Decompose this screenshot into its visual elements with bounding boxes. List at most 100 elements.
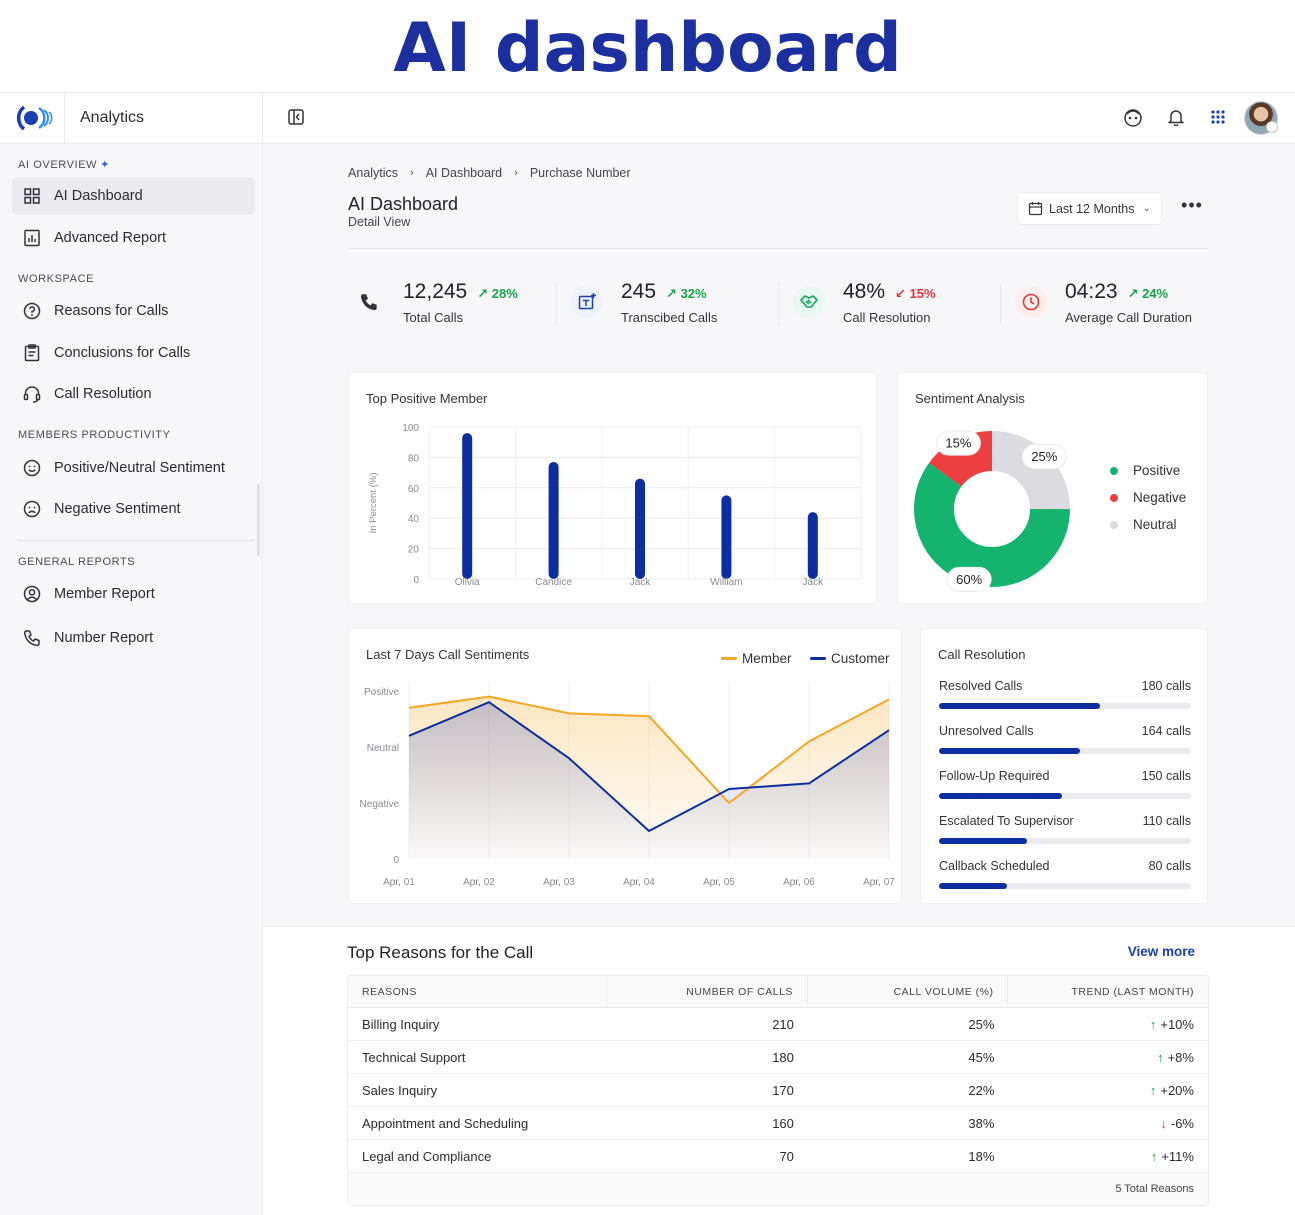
resolution-value: 164 calls (1141, 724, 1191, 738)
y-tick-label: 0 (393, 855, 399, 866)
cell-calls: 180 (772, 1050, 794, 1065)
cell-calls: 160 (772, 1116, 794, 1131)
x-tick-label: Jack (803, 577, 825, 588)
calendar-icon (1028, 202, 1043, 216)
resolution-label: Callback Scheduled (939, 859, 1050, 873)
table-row[interactable]: Sales Inquiry 170 22% ↑ +20% (348, 1074, 1208, 1107)
breadcrumb-item[interactable]: Analytics (348, 166, 399, 180)
sidebar-item-member-report[interactable]: Member Report (12, 575, 255, 613)
column-header[interactable]: NUMBER OF CALLS (607, 976, 808, 1007)
view-more-link[interactable]: View more (1127, 944, 1195, 959)
legend-dot (1110, 466, 1118, 475)
cell-reason: Technical Support (362, 1050, 466, 1065)
kpi-change: ↗ 32% (666, 286, 707, 301)
chevron-right-icon: › (514, 167, 518, 179)
sidebar-item-ai-dashboard[interactable]: AI Dashboard (12, 177, 255, 215)
card-title: Sentiment Analysis (915, 391, 1025, 406)
arrow-up-icon: ↑ (1157, 1050, 1164, 1065)
question-circle-icon (23, 302, 41, 320)
bar[interactable] (807, 512, 818, 579)
bar[interactable] (462, 433, 473, 579)
breadcrumb-item[interactable]: Purchase Number (529, 166, 631, 180)
y-tick-label: 80 (408, 453, 420, 464)
resolution-value: 150 calls (1141, 769, 1191, 783)
cell-trend: ↑ +10% (1008, 1008, 1208, 1040)
reasons-table: REASONS NUMBER OF CALLS CALL VOLUME (%) … (347, 975, 1209, 1206)
transcribe-icon (571, 286, 603, 318)
legend-customer: Customer (810, 651, 890, 666)
trend-value: +8% (1167, 1050, 1194, 1065)
cell-volume: 22% (968, 1083, 995, 1098)
breadcrumb-item[interactable]: AI Dashboard (425, 166, 503, 180)
table-row[interactable]: Billing Inquiry 210 25% ↑ +10% (348, 1008, 1208, 1041)
cell-reason: Billing Inquiry (362, 1017, 440, 1032)
sidebar-item-positive-neutral-sentiment[interactable]: Positive/Neutral Sentiment (12, 449, 255, 487)
sidebar-collapse-icon[interactable] (286, 107, 306, 127)
kpi-value-wrap: 04:23 ↗ 24% (1065, 280, 1168, 304)
x-tick-label: Apr, 07 (863, 877, 895, 888)
sidebar-item-label: Member Report (54, 586, 155, 602)
area-customer (409, 702, 889, 859)
trend-value: +20% (1160, 1083, 1194, 1098)
cell-trend: ↑ +11% (1008, 1140, 1208, 1172)
bar[interactable] (635, 478, 645, 579)
cell-trend: ↓ -6% (1008, 1107, 1208, 1139)
progress-fill (939, 838, 1028, 844)
sentiment-analysis-card: Sentiment Analysis 25% 60% 15% Positive Ne… (897, 372, 1208, 604)
sidebar-item-negative-sentiment[interactable]: Negative Sentiment (12, 490, 255, 528)
more-options-icon[interactable]: ••• (1181, 195, 1203, 215)
avatar-menu-badge[interactable] (1266, 121, 1278, 133)
slice-label: 15% (945, 436, 971, 451)
bell-icon[interactable] (1165, 106, 1187, 128)
slice-label-pill (946, 566, 992, 592)
slice-label-pill (935, 430, 981, 456)
progress-fill (939, 883, 1008, 889)
sidebar-item-number-report[interactable]: Number Report (12, 619, 255, 657)
date-range-dropdown[interactable]: Last 12 Months ⌄ (1017, 192, 1162, 225)
frown-icon (23, 500, 41, 518)
sidebar-item-advanced-report[interactable]: Advanced Report (12, 219, 255, 257)
report-chart-icon (24, 229, 40, 247)
section-title-general-reports: GENERAL REPORTS (18, 556, 136, 568)
section-title: Top Reasons for the Call (347, 943, 534, 962)
legend-line (721, 657, 737, 660)
kpi-label: Transcibed Calls (621, 310, 718, 325)
table-row[interactable]: Legal and Compliance 70 18% ↑ +11% (348, 1140, 1208, 1173)
sidebar-item-reasons-for-calls[interactable]: Reasons for Calls (12, 292, 255, 330)
sidebar-item-conclusions-for-calls[interactable]: Conclusions for Calls (12, 334, 255, 372)
cell-reason: Sales Inquiry (362, 1083, 438, 1098)
donut-slice-positive[interactable] (914, 431, 1070, 587)
kpi-value: 245 (621, 280, 657, 303)
apps-grid-icon[interactable] (1207, 106, 1229, 128)
user-circle-icon (23, 585, 41, 603)
table-row[interactable]: Appointment and Scheduling 160 38% ↓ -6% (348, 1107, 1208, 1140)
kpi-value: 48% (843, 280, 886, 303)
donut-slice-negative[interactable] (914, 431, 1070, 587)
bar[interactable] (721, 495, 732, 579)
y-tick-label: Neutral (367, 743, 399, 754)
kpi-label: Total Calls (403, 310, 463, 325)
progress-fill (939, 748, 1081, 754)
chatbot-icon[interactable] (1122, 106, 1144, 128)
kpi-value-wrap: 48% ↙ 15% (843, 280, 936, 304)
column-header[interactable]: REASONS (348, 976, 608, 1007)
series-line-member[interactable] (408, 695, 890, 804)
sidebar-item-label: Conclusions for Calls (54, 345, 191, 361)
legend-label: Negative (1133, 490, 1187, 505)
sidebar-scrollbar[interactable] (257, 484, 260, 556)
bar-chart: 0 20 40 60 80 100 In Percent (%) Olivia Candice J… (368, 423, 862, 588)
y-axis-label: In Percent (%) (368, 473, 379, 534)
phone-icon (23, 630, 40, 647)
series-line-customer[interactable] (408, 701, 890, 832)
x-tick-label: Candice (535, 577, 572, 588)
sidebar-item-label: Call Resolution (54, 386, 152, 402)
top-positive-member-card: Top Positive Member 0 20 40 60 80 100 In Perce… (348, 372, 877, 604)
y-tick-label: Positive (364, 687, 399, 698)
sidebar-item-call-resolution[interactable]: Call Resolution (12, 375, 255, 413)
bar[interactable] (548, 461, 559, 579)
table-row[interactable]: Technical Support 180 45% ↑ +8% (348, 1041, 1208, 1074)
y-tick-label: 40 (408, 514, 420, 525)
app-name: Analytics (80, 109, 145, 126)
column-header[interactable]: CALL VOLUME (%) (808, 976, 1009, 1007)
column-header[interactable]: TREND (LAST MONTH) (1071, 986, 1195, 998)
